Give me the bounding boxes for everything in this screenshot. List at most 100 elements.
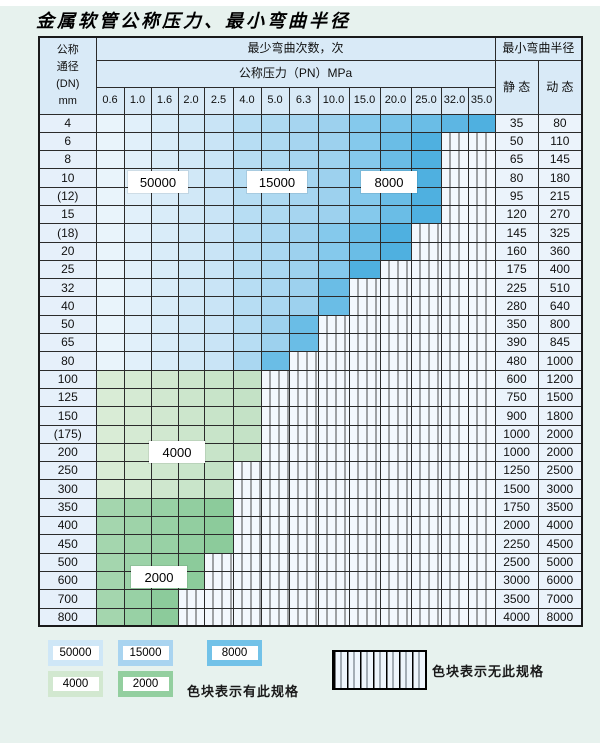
no-spec-hatch-cell — [288, 442, 319, 463]
no-spec-hatch-cell — [232, 552, 262, 572]
no-spec-hatch-cell — [288, 497, 319, 518]
cycle-cell-2000 — [123, 607, 152, 627]
cycle-cell-8000 — [379, 131, 412, 152]
no-spec-hatch-cell — [467, 168, 496, 188]
no-spec-hatch-cell — [203, 589, 234, 609]
no-spec-hatch-cell — [440, 516, 469, 536]
dynamic-radius-cell: 400 — [537, 259, 583, 280]
dn-cell: 8 — [38, 150, 97, 170]
pressure-col-header: 15.0 — [348, 86, 381, 115]
cycle-cell-50000 — [95, 168, 125, 188]
cycle-cell-4000 — [203, 461, 234, 481]
cycle-cell-4000 — [232, 442, 262, 463]
no-spec-hatch-cell — [317, 607, 350, 627]
table-row: 700 3500 7000 — [38, 589, 583, 609]
no-spec-hatch-cell — [260, 369, 290, 389]
no-spec-hatch-cell — [232, 497, 262, 518]
cycle-cell-15000 — [317, 131, 350, 152]
no-spec-hatch-cell — [440, 131, 469, 152]
cycle-cell-15000 — [260, 296, 290, 316]
pressure-col-header: 2.5 — [203, 86, 234, 115]
cycle-cell-50000 — [203, 168, 234, 188]
cycle-cell-8000 — [288, 314, 319, 335]
no-spec-hatch-cell — [410, 387, 442, 408]
no-spec-hatch-cell — [317, 333, 350, 353]
cycle-cell-15000 — [260, 278, 290, 298]
table-row: (18) 145 325 — [38, 223, 583, 243]
static-radius-cell: 120 — [494, 204, 539, 225]
cycle-cell-2000 — [95, 516, 125, 536]
no-spec-hatch-cell — [440, 442, 469, 463]
legend-swatch-label: 4000 — [52, 677, 99, 691]
static-radius-cell: 80 — [494, 168, 539, 188]
cycle-cell-8000 — [348, 241, 381, 261]
table-row: 40 280 640 — [38, 296, 583, 316]
static-radius-cell: 350 — [494, 314, 539, 335]
dynamic-radius-cell: 180 — [537, 168, 583, 188]
band-label-2000: 2000 — [131, 566, 187, 588]
cycle-cell-4000 — [177, 461, 205, 481]
static-radius-cell: 1250 — [494, 461, 539, 481]
page-title: 金属软管公称压力、最小弯曲半径 — [36, 11, 351, 32]
cycle-cell-4000 — [95, 387, 125, 408]
cycle-cell-50000 — [203, 296, 234, 316]
cycle-cell-2000 — [203, 534, 234, 554]
cycle-cell-15000 — [288, 241, 319, 261]
no-spec-hatch-cell — [440, 570, 469, 591]
cycle-cell-8000 — [379, 223, 412, 243]
no-spec-hatch-cell — [348, 369, 381, 389]
cycle-cell-50000 — [123, 131, 152, 152]
no-spec-hatch-cell — [379, 387, 412, 408]
band-label-8000: 8000 — [361, 171, 417, 193]
no-spec-hatch-cell — [440, 424, 469, 444]
dynamic-radius-cell: 845 — [537, 333, 583, 353]
no-spec-hatch-cell — [440, 150, 469, 170]
cycle-cell-2000 — [203, 516, 234, 536]
no-spec-hatch-cell — [288, 387, 319, 408]
cycle-cell-8000 — [288, 333, 319, 353]
cycle-cell-15000 — [232, 241, 262, 261]
no-spec-hatch-cell — [467, 186, 496, 206]
dynamic-radius-cell: 7000 — [537, 589, 583, 609]
no-spec-hatch-cell — [467, 406, 496, 426]
no-spec-hatch-cell — [232, 479, 262, 499]
dn-cell: 80 — [38, 351, 97, 371]
dynamic-radius-cell: 640 — [537, 296, 583, 316]
no-spec-hatch-cell — [467, 589, 496, 609]
static-radius-cell: 65 — [494, 150, 539, 170]
cycle-cell-2000 — [123, 497, 152, 518]
cycle-cell-15000 — [260, 204, 290, 225]
cycle-cell-4000 — [203, 442, 234, 463]
cycle-cell-4000 — [203, 387, 234, 408]
legend-swatch-2000: 2000 — [118, 671, 173, 697]
no-spec-hatch-cell — [260, 406, 290, 426]
cycle-cell-50000 — [95, 296, 125, 316]
dynamic-radius-cell: 1500 — [537, 387, 583, 408]
no-spec-hatch-cell — [260, 461, 290, 481]
dn-cell: 50 — [38, 314, 97, 335]
no-spec-hatch-cell — [410, 241, 442, 261]
no-spec-hatch-cell — [440, 552, 469, 572]
no-spec-hatch-cell — [379, 461, 412, 481]
no-spec-hatch-cell — [260, 497, 290, 518]
cycle-cell-50000 — [123, 296, 152, 316]
static-radius-cell: 145 — [494, 223, 539, 243]
pressure-col-header: 1.6 — [150, 86, 179, 115]
cycle-cell-4000 — [123, 461, 152, 481]
cycle-cell-8000 — [348, 204, 381, 225]
no-spec-hatch-cell — [440, 204, 469, 225]
cycle-cell-50000 — [95, 223, 125, 243]
no-spec-hatch-cell — [440, 296, 469, 316]
static-radius-cell: 280 — [494, 296, 539, 316]
band-label-15000: 15000 — [247, 171, 307, 193]
spec-table-wrap: 公称 通径 (DN) mm 最少弯曲次数，次 最小弯曲半径 公称压力（PN）MP… — [38, 36, 584, 628]
dn-cell: 32 — [38, 278, 97, 298]
table-row: 800 4000 8000 — [38, 607, 583, 627]
no-spec-hatch-cell — [410, 314, 442, 335]
cycle-cell-4000 — [150, 387, 179, 408]
dn-header-line: (DN) — [56, 77, 80, 90]
no-spec-hatch-cell — [467, 607, 496, 627]
cycle-cell-15000 — [260, 314, 290, 335]
no-spec-hatch-cell — [317, 479, 350, 499]
dynamic-radius-cell: 3000 — [537, 479, 583, 499]
